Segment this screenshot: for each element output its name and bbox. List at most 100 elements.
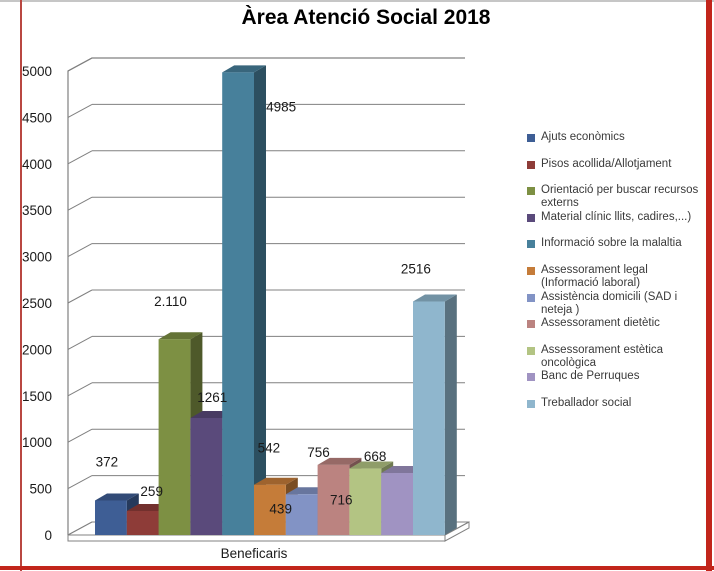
legend-marker: [527, 134, 535, 142]
legend-item-treballador-social: Treballador social: [527, 397, 699, 424]
legend-marker: [527, 346, 535, 355]
legend-label: Informació sobre la malaltia: [541, 237, 682, 250]
bar-front-face: [381, 473, 413, 535]
floor-front-edge: [67, 534, 446, 542]
legend-item-assistencia-domicili-sad-i-neteja: Assistència domicili (SAD i neteja ): [527, 291, 699, 318]
legend-label: Material clínic llits, cadires,...): [541, 210, 692, 223]
bar-front-face: [158, 339, 191, 535]
legend-label: Assessorament legal (Informació laboral): [541, 263, 648, 289]
bar-top-face: [95, 493, 139, 501]
page-right-border: [706, 0, 712, 571]
bar-top-face: [349, 461, 394, 469]
side-wall-tick: [67, 475, 93, 490]
legend-item-material-clinic-llits-cadires: Material clínic llits, cadires,...): [527, 211, 699, 238]
chart-legend: Ajuts econòmics Pisos acollida/Allotjamen…: [527, 131, 699, 424]
y-tick-label: 0: [44, 528, 52, 543]
legend-item-assessorament-dietetic: Assessorament dietètic: [527, 317, 699, 344]
bar-front-face: [190, 417, 223, 535]
y-tick-label: 3500: [22, 203, 52, 218]
data-label: 1261: [197, 390, 227, 405]
y-tick-label: 500: [29, 482, 52, 497]
bar-top-face: [158, 332, 203, 340]
legend-marker: [527, 293, 535, 302]
legend-marker: [527, 266, 535, 275]
legend-marker: [527, 213, 535, 222]
bar-front-face: [126, 510, 159, 535]
chart-title: Àrea Atenció Social 2018: [241, 6, 491, 29]
data-label: 439: [269, 501, 292, 516]
legend-item-assessorament-legal-informacio-laboral: Assessorament legal (Informació laboral): [527, 264, 699, 291]
bar-front-face: [285, 494, 318, 535]
legend-marker: [527, 160, 535, 169]
y-tick-label: 1500: [22, 389, 52, 404]
legend-item-ajuts-economics: Ajuts econòmics: [527, 131, 699, 158]
data-label: 542: [258, 441, 281, 456]
page-bottom-border: [0, 566, 714, 570]
side-wall-tick: [67, 289, 93, 304]
y-tick-label: 4000: [22, 157, 52, 172]
legend-marker: [527, 373, 535, 382]
data-label: 2516: [401, 262, 431, 277]
legend-label: Pisos acollida/Allotjament: [541, 157, 672, 170]
legend-item-banc-de-perruques: Banc de Perruques: [527, 370, 699, 397]
side-wall-tick: [67, 243, 93, 258]
y-tick-label: 2000: [22, 342, 52, 357]
x-axis-category-label: Beneficaris: [220, 546, 288, 561]
legend-item-orientacio-per-buscar-recursos-externs: Orientació per buscar recursos externs: [527, 184, 699, 211]
y-axis-tick-labels: 0 500 1000 1500 2000 2500 3000 3500 4000 4500 5000: [22, 64, 52, 543]
bar-top-face: [254, 477, 298, 485]
data-label: 372: [96, 454, 119, 469]
legend-marker: [527, 187, 535, 196]
y-tick-label: 2500: [22, 296, 52, 311]
data-label: 756: [307, 445, 330, 460]
bars: [95, 65, 457, 535]
bar-front-face: [254, 484, 286, 535]
side-wall-tick: [67, 103, 93, 118]
wall-outline: [67, 57, 465, 535]
legend-item-assessorament-estetica-oncologica: Assessorament estètica oncològica: [527, 344, 699, 371]
legend-item-informacio-sobre-la-malaltia: Informació sobre la malaltia: [527, 237, 699, 264]
legend-label: Banc de Perruques: [541, 370, 640, 383]
side-wall-tick: [67, 150, 93, 165]
legend-item-pisos-acollida-allotjament: Pisos acollida/Allotjament: [527, 158, 699, 185]
floor-right-edge: [444, 521, 470, 542]
bar-front-face: [222, 72, 254, 535]
legend-label: Ajuts econòmics: [541, 131, 625, 143]
side-wall-tick: [67, 335, 93, 350]
legend-label: Assessorament estètica oncològica: [541, 343, 664, 369]
gridlines: [67, 57, 465, 536]
data-label: 716: [330, 493, 353, 508]
legend-marker: [527, 320, 535, 329]
bar-front-face: [349, 468, 382, 535]
side-wall-tick: [67, 196, 93, 211]
data-label: 259: [140, 484, 163, 499]
legend-marker: [527, 399, 535, 408]
side-wall-tick: [67, 428, 93, 443]
legend-label: Orientació per buscar recursos externs: [541, 184, 699, 210]
y-tick-label: 1000: [22, 435, 52, 450]
bar-side-face: [254, 65, 266, 535]
data-label: 2.110: [154, 294, 187, 309]
legend-label: Assessorament dietètic: [541, 317, 660, 330]
data-label: 4985: [266, 99, 296, 114]
page-top-border: [0, 0, 714, 2]
data-labels: 372 259 2.110 1261 4985 542 439 756 716 668 2516: [96, 99, 431, 516]
bar-front-face: [317, 464, 350, 535]
bar-front-face: [413, 301, 445, 535]
bar-informacio-sobre-la-malaltia: [222, 65, 266, 535]
legend-label: Assistència domicili (SAD i neteja ): [541, 290, 678, 316]
bar-top-face: [222, 65, 266, 73]
bar-top-face: [317, 457, 362, 465]
data-label: 668: [364, 449, 387, 464]
side-wall-tick: [67, 382, 93, 397]
bar-treballador-social: [413, 294, 457, 535]
y-tick-label: 5000: [22, 64, 52, 79]
legend-label: Treballador social: [541, 396, 632, 409]
bar-front-face: [95, 500, 127, 535]
bar-side-face: [444, 294, 457, 535]
y-tick-label: 3000: [22, 250, 52, 265]
bar-top-face: [413, 294, 457, 302]
y-tick-label: 4500: [22, 110, 52, 125]
